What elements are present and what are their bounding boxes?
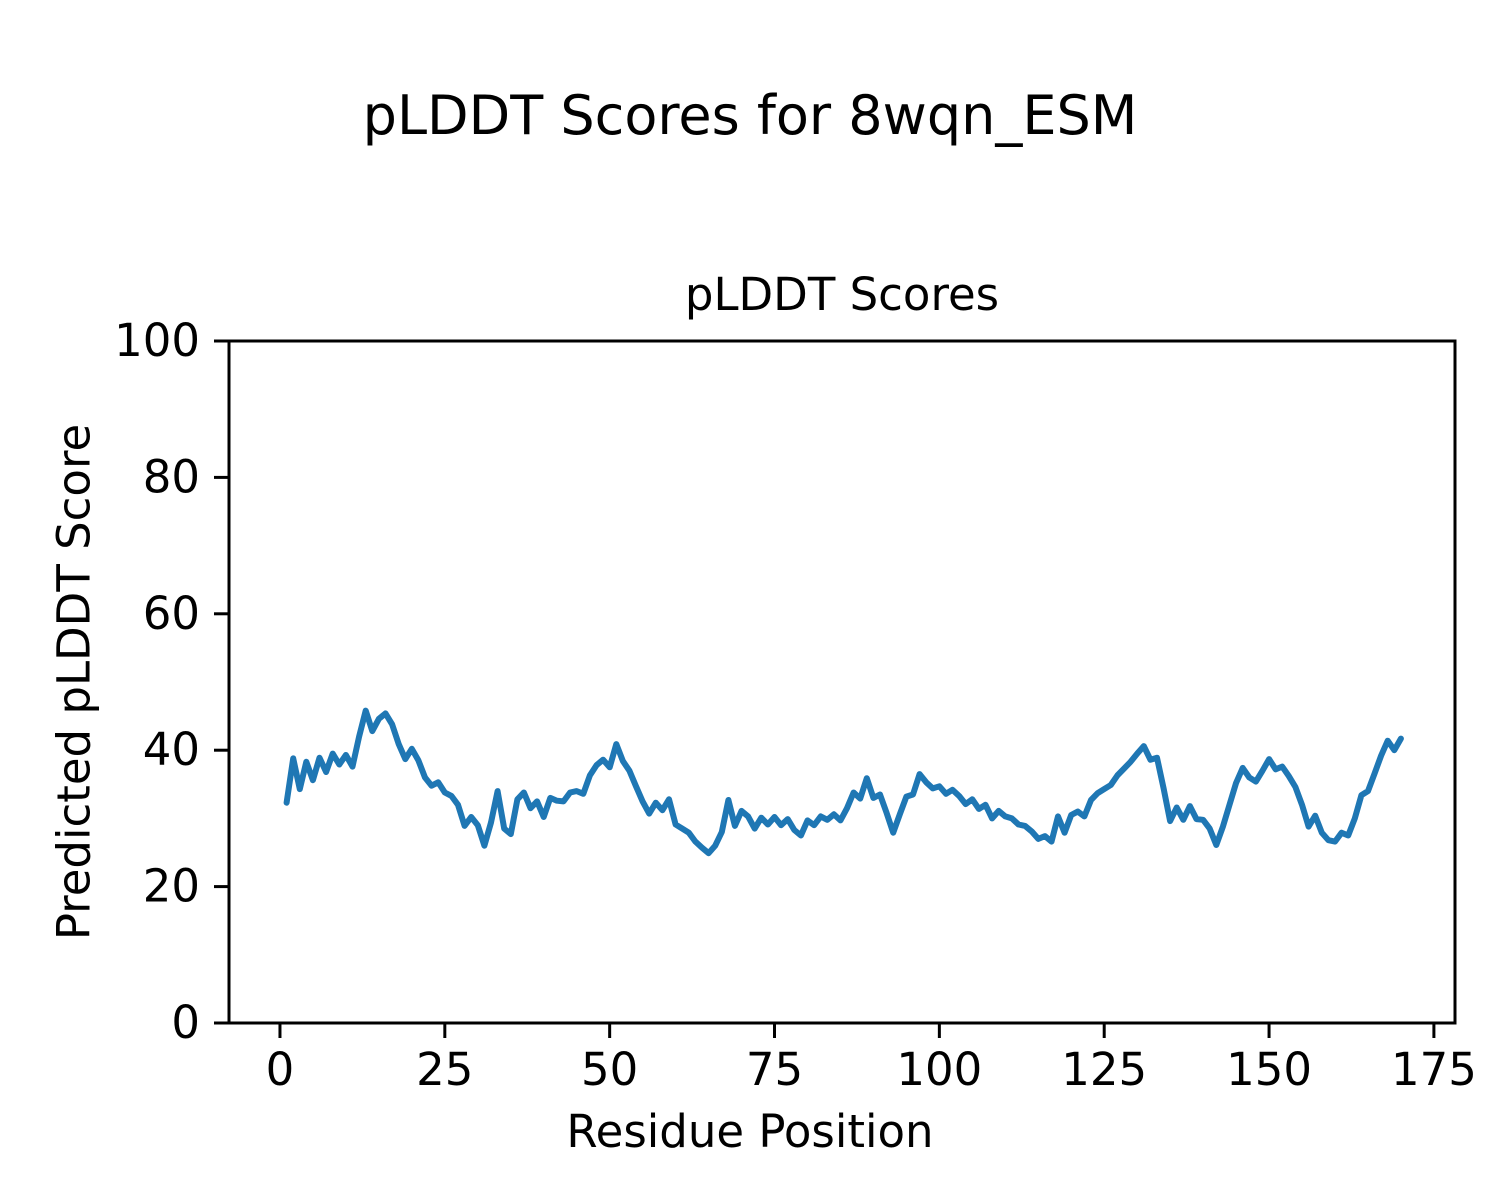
y-tick-label: 0 (171, 996, 200, 1049)
x-tick-label: 50 (581, 1043, 638, 1096)
y-axis-ticks: 0 20 40 60 80 100 (114, 314, 229, 1049)
x-tick-label: 175 (1391, 1043, 1477, 1096)
figure-suptitle: pLDDT Scores for 8wqn_ESM (362, 84, 1138, 147)
y-tick-label: 20 (143, 860, 200, 913)
x-axis-label: Residue Position (566, 1105, 934, 1158)
y-tick-label: 100 (114, 314, 200, 367)
plddt-line (283, 707, 1404, 857)
x-tick-label: 75 (746, 1043, 803, 1096)
axes-frame (227, 339, 1457, 1025)
x-tick-label: 125 (1061, 1043, 1147, 1096)
x-tick-label: 0 (266, 1043, 295, 1096)
x-axis-ticks: 0 25 50 75 100 125 150 175 (266, 1023, 1477, 1096)
x-tick-label: 150 (1226, 1043, 1312, 1096)
y-tick-label: 60 (143, 587, 200, 640)
axes-title: pLDDT Scores (684, 268, 1000, 321)
y-tick-label: 80 (143, 450, 200, 503)
x-tick-label: 25 (416, 1043, 473, 1096)
x-tick-label: 100 (896, 1043, 982, 1096)
y-tick-label: 40 (143, 723, 200, 776)
